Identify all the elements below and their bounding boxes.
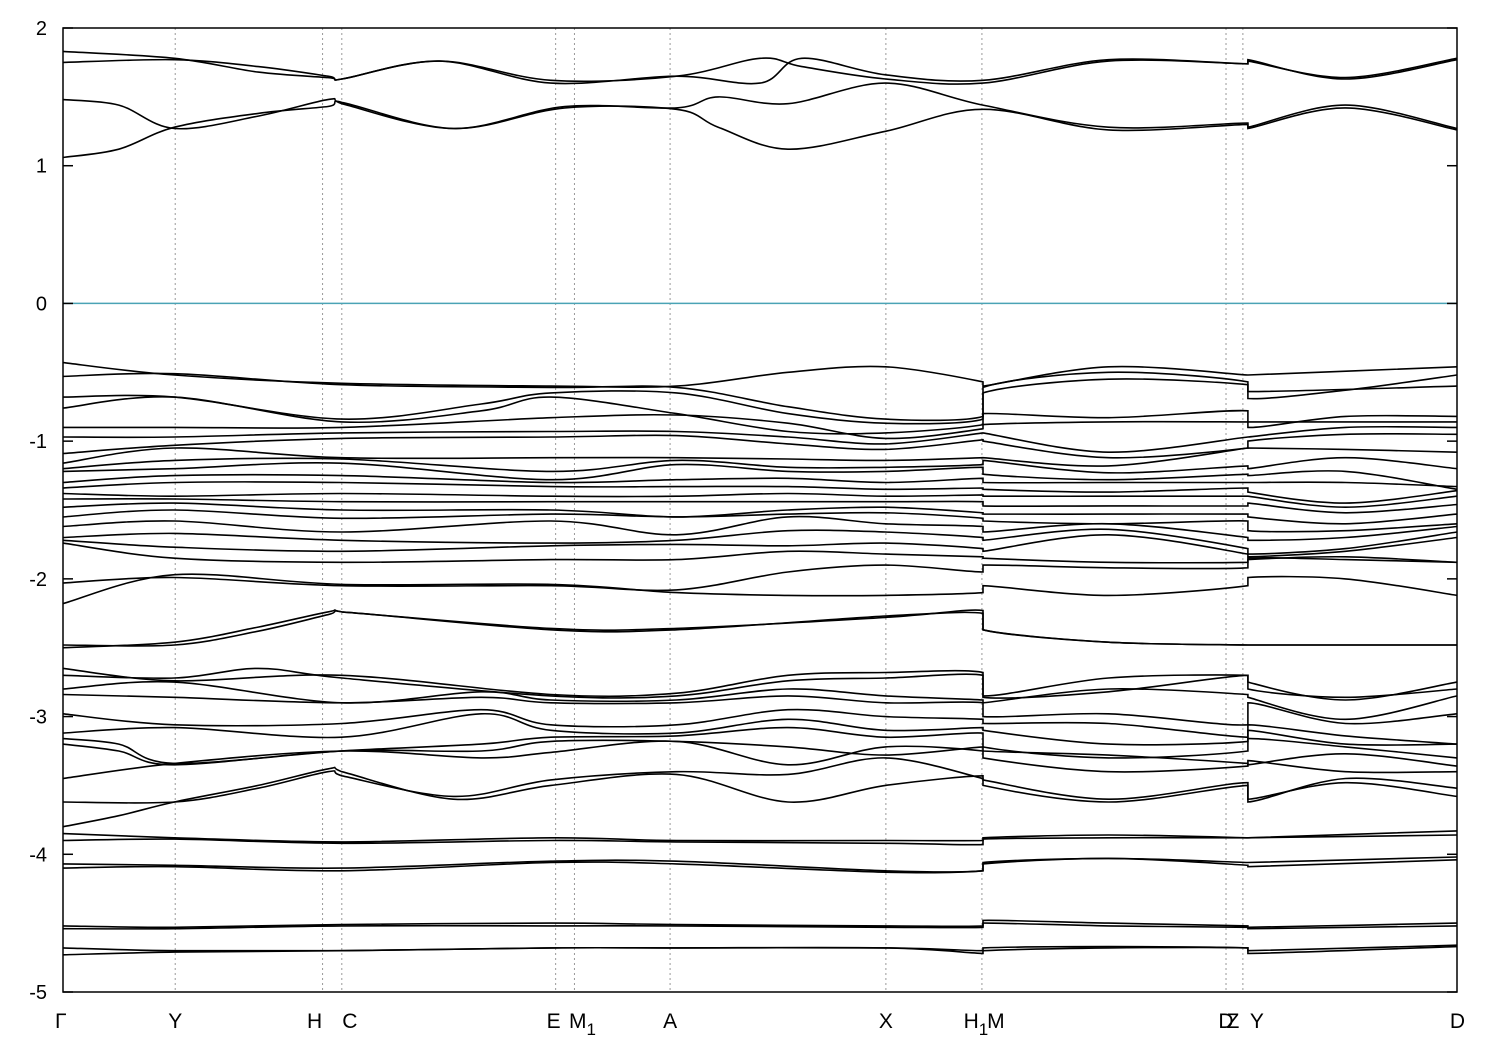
- kpoint-label: H: [307, 1010, 322, 1033]
- band-line: [62, 462, 1458, 491]
- kpoint-label: M1: [569, 1010, 596, 1039]
- band-line: [62, 573, 1458, 605]
- band-line: [62, 830, 1458, 843]
- band-line: [62, 371, 1458, 422]
- kpoint-label: H1: [964, 1010, 989, 1039]
- kpoint-label: A: [663, 1010, 677, 1033]
- band-line: [62, 766, 1458, 828]
- band-line: [62, 693, 1458, 726]
- y-tick-label: 1: [36, 156, 47, 178]
- band-lines: [62, 50, 1458, 956]
- band-line: [62, 739, 1458, 767]
- kpoint-label: Z: [1226, 1010, 1239, 1033]
- kpoint-label: M: [987, 1010, 1005, 1033]
- y-tick-label: 2: [36, 18, 47, 40]
- band-line: [62, 515, 1458, 542]
- kpoint-label: X: [879, 1010, 893, 1033]
- band-line: [62, 856, 1458, 873]
- kpoint-label: C: [342, 1010, 357, 1033]
- band-line: [62, 922, 1458, 930]
- y-axis-ticks: 2 1 0 -1 -2 -3 -4 -5: [29, 18, 1457, 1004]
- kpoint-label: Y: [1250, 1010, 1264, 1033]
- band-line: [62, 378, 1458, 425]
- band-line: [62, 497, 1458, 514]
- band-line: [62, 533, 1458, 558]
- y-tick-label: -1: [29, 431, 47, 453]
- kpoint-label: D: [1218, 1010, 1233, 1033]
- band-line: [62, 919, 1458, 929]
- y-tick-label: 0: [36, 293, 47, 315]
- y-tick-label: -4: [29, 844, 47, 866]
- band-line: [62, 447, 1458, 467]
- band-line: [62, 432, 1458, 459]
- band-line: [62, 502, 1458, 525]
- band-line: [62, 473, 1458, 488]
- band-line: [62, 82, 1458, 130]
- band-line: [62, 834, 1458, 846]
- kpoint-label: E: [547, 1010, 561, 1033]
- kpoint-label: Γ: [55, 1010, 67, 1033]
- band-line: [62, 509, 1458, 533]
- y-tick-label: -5: [29, 982, 47, 1004]
- y-tick-label: -3: [29, 707, 47, 729]
- band-line: [62, 425, 1458, 454]
- band-line: [62, 667, 1458, 699]
- band-line: [62, 100, 1458, 159]
- band-line: [62, 492, 1458, 509]
- band-line: [63, 413, 1457, 440]
- band-line: [62, 610, 1457, 647]
- band-line: [62, 456, 1458, 474]
- y-tick-label: -2: [29, 569, 47, 591]
- x-axis-kpoint-labels: Γ Y H C E M1 A X H1M DZ Y D: [55, 1010, 1465, 1039]
- band-line: [62, 528, 1458, 555]
- band-line: [62, 945, 1458, 956]
- band-line: [62, 481, 1458, 504]
- band-line: [62, 556, 1458, 592]
- band-line: [62, 395, 1458, 435]
- kpoint-label: D: [1450, 1010, 1465, 1033]
- band-line: [62, 757, 1458, 804]
- band-line: [62, 857, 1458, 874]
- kpoint-label: Y: [168, 1010, 182, 1033]
- plot-frame: [62, 27, 1458, 993]
- band-line: [62, 50, 1458, 85]
- band-line: [62, 740, 1458, 780]
